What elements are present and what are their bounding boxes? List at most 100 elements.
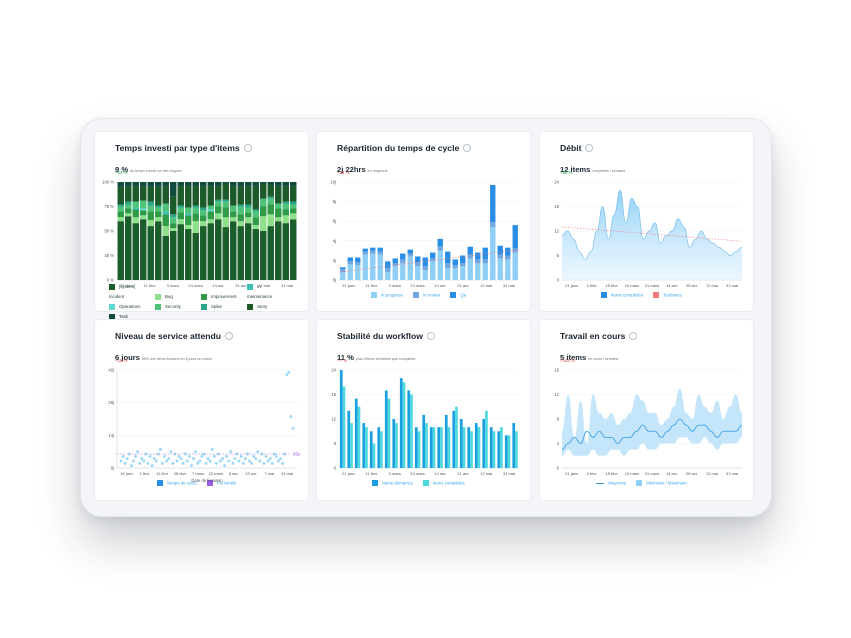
info-icon[interactable] — [463, 143, 472, 152]
legend-item[interactable]: Bug — [155, 292, 195, 302]
bar-segment[interactable] — [260, 206, 267, 217]
bar-segment[interactable] — [155, 186, 162, 206]
bar-segment[interactable] — [192, 185, 199, 206]
bar-segment[interactable] — [385, 268, 391, 273]
bar-segment[interactable] — [505, 259, 511, 280]
bar-segment[interactable] — [290, 219, 297, 280]
bar[interactable] — [369, 431, 373, 468]
bar-segment[interactable] — [162, 226, 169, 236]
bar[interactable] — [497, 431, 501, 468]
bar-segment[interactable] — [275, 208, 282, 218]
bar[interactable] — [489, 427, 493, 468]
bar[interactable] — [500, 427, 503, 468]
bar-segment[interactable] — [177, 182, 184, 186]
bar-segment[interactable] — [155, 221, 162, 280]
bar-segment[interactable] — [340, 267, 346, 270]
info-icon[interactable] — [426, 331, 435, 340]
scatter-point[interactable] — [169, 450, 173, 454]
bar[interactable] — [399, 378, 403, 468]
bar-segment[interactable] — [497, 258, 503, 280]
info-icon[interactable] — [225, 331, 234, 340]
bar[interactable] — [350, 423, 353, 468]
bar-segment[interactable] — [452, 268, 458, 280]
bar-segment[interactable] — [237, 214, 244, 222]
bar-segment[interactable] — [245, 185, 252, 205]
scatter-point[interactable] — [140, 457, 144, 461]
bar-segment[interactable] — [117, 186, 124, 205]
scatter-point[interactable] — [231, 461, 235, 465]
bar[interactable] — [462, 427, 466, 468]
bar-segment[interactable] — [430, 252, 436, 259]
bar-segment[interactable] — [222, 227, 229, 280]
bar-segment[interactable] — [230, 205, 237, 212]
scatter-point[interactable] — [183, 452, 187, 456]
scatter-point[interactable] — [142, 459, 146, 463]
scatter-point[interactable] — [218, 459, 222, 463]
bar[interactable] — [447, 427, 451, 468]
bar-segment[interactable] — [230, 185, 237, 206]
bar-segment[interactable] — [230, 182, 237, 186]
scatter-point[interactable] — [250, 461, 254, 465]
scatter-point[interactable] — [210, 447, 214, 451]
bar-segment[interactable] — [132, 182, 139, 186]
bar[interactable] — [407, 390, 411, 468]
scatter-point[interactable] — [202, 452, 206, 456]
bar-segment[interactable] — [512, 248, 518, 253]
scatter-point[interactable] — [270, 461, 274, 465]
bar-segment[interactable] — [282, 185, 289, 202]
bar-segment[interactable] — [155, 182, 162, 187]
scatter-point[interactable] — [165, 459, 169, 463]
scatter-point[interactable] — [237, 459, 241, 463]
bar[interactable] — [425, 423, 428, 468]
bar-segment[interactable] — [200, 210, 207, 216]
bar-segment[interactable] — [482, 259, 488, 264]
bar-segment[interactable] — [125, 186, 132, 202]
bar-segment[interactable] — [355, 257, 361, 263]
legend-item[interactable]: Minimum / Maximum — [636, 480, 687, 486]
bar-segment[interactable] — [147, 226, 154, 280]
bar-segment[interactable] — [177, 205, 184, 208]
legend-item[interactable]: Story — [247, 302, 287, 312]
bar-segment[interactable] — [400, 259, 406, 264]
legend-item[interactable]: Temps de cycle — [156, 480, 197, 486]
bar[interactable] — [507, 435, 511, 468]
scatter-point[interactable] — [146, 461, 150, 465]
scatter-point[interactable] — [148, 454, 152, 458]
bar[interactable] — [452, 410, 456, 468]
scatter-point[interactable] — [125, 457, 129, 461]
bar-segment[interactable] — [207, 223, 214, 280]
bar-segment[interactable] — [237, 221, 244, 227]
bar-segment[interactable] — [460, 255, 466, 264]
scatter-point[interactable] — [243, 457, 247, 461]
bar[interactable] — [512, 423, 516, 468]
bar[interactable] — [354, 398, 358, 468]
scatter-point[interactable] — [264, 454, 268, 458]
scatter-point[interactable] — [208, 459, 212, 463]
scatter-point[interactable] — [194, 450, 198, 454]
bar-segment[interactable] — [230, 217, 237, 222]
bar[interactable] — [440, 427, 443, 468]
bar-segment[interactable] — [162, 203, 169, 212]
bar-segment[interactable] — [170, 182, 177, 197]
bar-segment[interactable] — [505, 255, 511, 260]
bar-segment[interactable] — [260, 231, 267, 280]
bar-segment[interactable] — [422, 270, 428, 280]
scatter-point[interactable] — [285, 373, 289, 377]
scatter-point[interactable] — [200, 454, 204, 458]
bar-segment[interactable] — [200, 207, 207, 211]
bar-segment[interactable] — [215, 182, 222, 186]
bar-segment[interactable] — [222, 201, 229, 208]
bar[interactable] — [429, 427, 433, 468]
bar-segment[interactable] — [200, 221, 207, 227]
legend-item[interactable]: In review — [412, 292, 440, 298]
bar-segment[interactable] — [355, 262, 361, 266]
bar-segment[interactable] — [147, 211, 154, 221]
scatter-point[interactable] — [262, 461, 266, 465]
bar-segment[interactable] — [290, 208, 297, 214]
bar-segment[interactable] — [245, 223, 252, 280]
scatter-point[interactable] — [225, 454, 229, 458]
bar-segment[interactable] — [125, 213, 132, 217]
scatter-point[interactable] — [206, 457, 210, 461]
bar-segment[interactable] — [140, 186, 147, 201]
bar-segment[interactable] — [140, 208, 147, 211]
